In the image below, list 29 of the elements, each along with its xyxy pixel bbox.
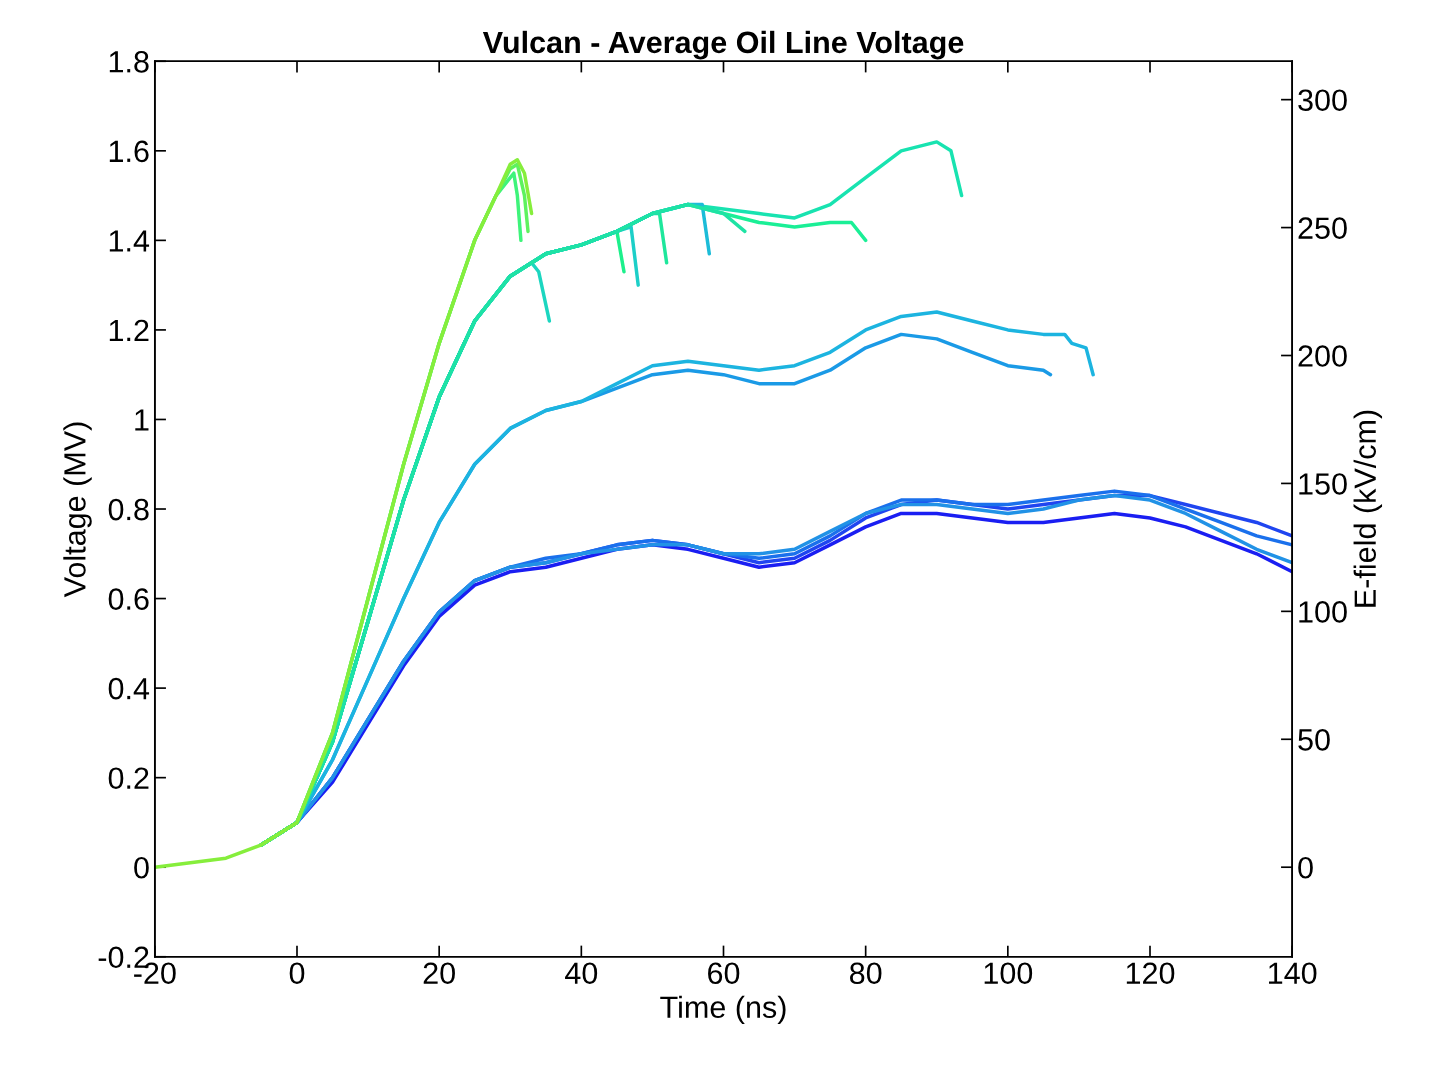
x-tick-label: 140 [1269,962,1317,985]
chart-title: Vulcan - Average Oil Line Voltage [482,30,964,60]
x-tick-label: 100 [984,962,1033,985]
y2-tick-label: 50 [1298,729,1330,751]
y-tick-label: 1.2 [109,319,149,341]
y-tick-label: 1 [135,409,149,431]
y2-axis-title: E-field (kV/cm) [1353,410,1383,607]
y-tick-label: 0.4 [108,677,150,700]
y-axis-title: Voltage (MV) [63,422,92,598]
y2-tick-label: 200 [1298,345,1347,367]
x-tick-label: 0 [289,962,305,985]
y-tick-label: 1.6 [109,140,149,163]
x-tick-label: 120 [1126,962,1175,985]
x-tick-label: 20 [423,962,455,985]
x-axis-title: Time (ns) [660,995,786,1025]
y2-tick-label: 0 [1298,856,1313,879]
y-tick-label: 0.8 [108,498,149,521]
y-tick-label: 1.8 [109,51,149,73]
y-tick-label: 0.2 [108,767,149,790]
x-tick-label: 40 [565,962,598,985]
y2-tick-label: 250 [1298,217,1347,239]
y2-tick-label: 300 [1298,89,1347,112]
x-tick-label: 60 [708,962,740,985]
y-tick-label: 1.4 [109,230,150,252]
y2-tick-label: 150 [1299,473,1347,495]
y-tick-label: 0.6 [108,588,149,610]
y-tick-label: 0 [134,856,149,879]
x-tick-label: 80 [850,962,882,985]
y2-tick-label: 100 [1299,601,1347,623]
